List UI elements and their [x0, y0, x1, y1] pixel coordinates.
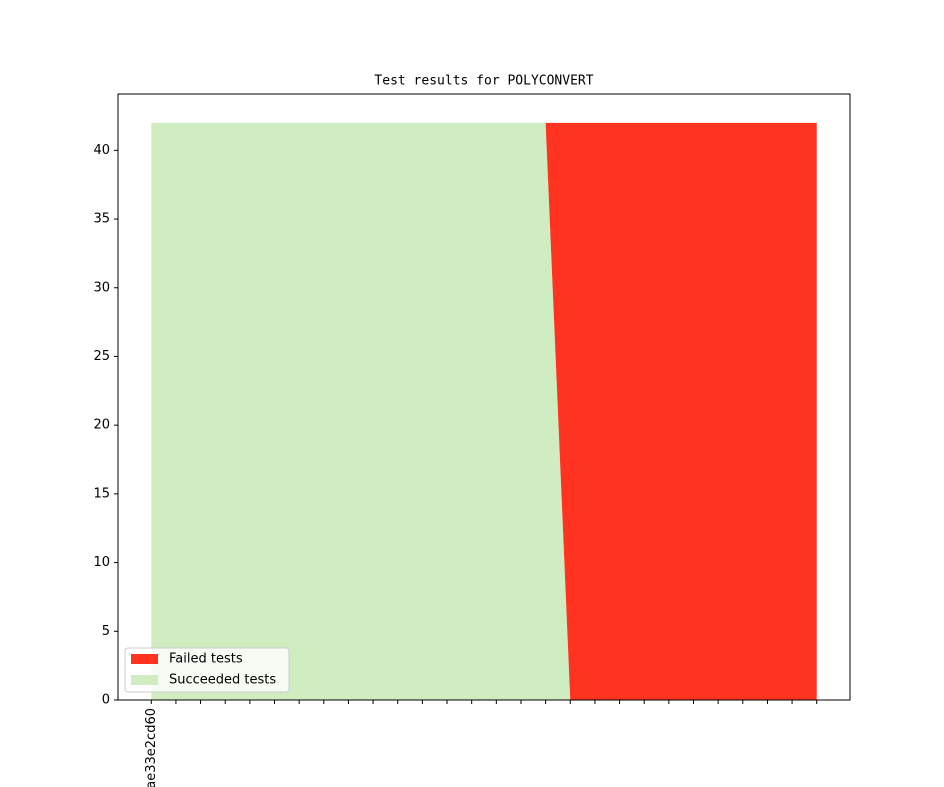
legend-swatch: [131, 675, 158, 685]
area: [151, 122, 817, 701]
y-tick-label: 30: [93, 280, 110, 295]
y-tick-label: 20: [93, 418, 110, 433]
x-tick-label: 7-1ae33e2cd60: [144, 708, 159, 787]
y-tick-label: 5: [102, 624, 110, 639]
y-tick-label: 0: [102, 693, 110, 708]
legend-label: Succeeded tests: [169, 673, 276, 688]
y-tick-label: 10: [93, 555, 110, 570]
legend-box: [124, 647, 290, 693]
plot-frame: [117, 93, 851, 701]
y-tick-label: 35: [93, 212, 110, 227]
y-tick-label: 15: [93, 486, 110, 501]
y-tick-label: 40: [93, 143, 110, 158]
legend-label: Failed tests: [169, 652, 243, 667]
legend-swatch: [131, 654, 158, 664]
y-tick-label: 25: [93, 349, 110, 364]
chart-title: Test results for POLYCONVERT: [374, 74, 593, 89]
area: [151, 122, 817, 701]
